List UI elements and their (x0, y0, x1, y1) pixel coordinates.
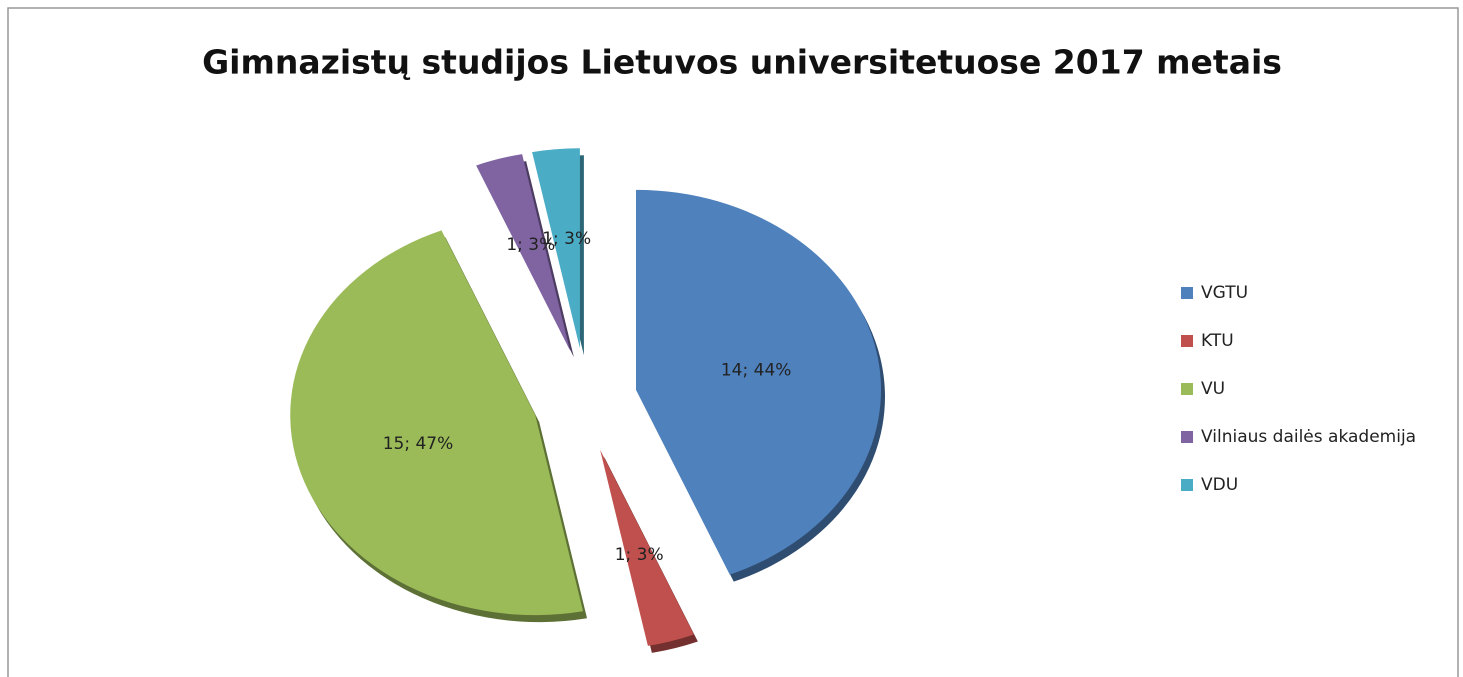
legend-label: Vilniaus dailės akademija (1201, 427, 1416, 447)
legend-label: VDU (1201, 475, 1238, 495)
data-label: 1; 3% (615, 545, 664, 565)
slice (290, 230, 584, 616)
legend-label: VU (1201, 379, 1225, 399)
legend-swatch (1181, 479, 1193, 491)
slice (476, 154, 570, 351)
data-label: 14; 44% (721, 360, 792, 380)
data-label: 15; 47% (383, 434, 454, 454)
legend-label: KTU (1201, 331, 1234, 351)
legend-swatch (1181, 335, 1193, 347)
data-label: 1; 3% (542, 229, 591, 249)
legend-swatch (1181, 383, 1193, 395)
chart-title: Gimnazistų studijos Lietuvos universitet… (202, 43, 1282, 82)
slice (636, 189, 882, 575)
legend-label: VGTU (1201, 283, 1248, 303)
legend-swatch (1181, 431, 1193, 443)
data-label: 1; 3% (506, 235, 555, 255)
slice (600, 449, 694, 646)
slice (532, 148, 580, 349)
legend-swatch (1181, 287, 1193, 299)
